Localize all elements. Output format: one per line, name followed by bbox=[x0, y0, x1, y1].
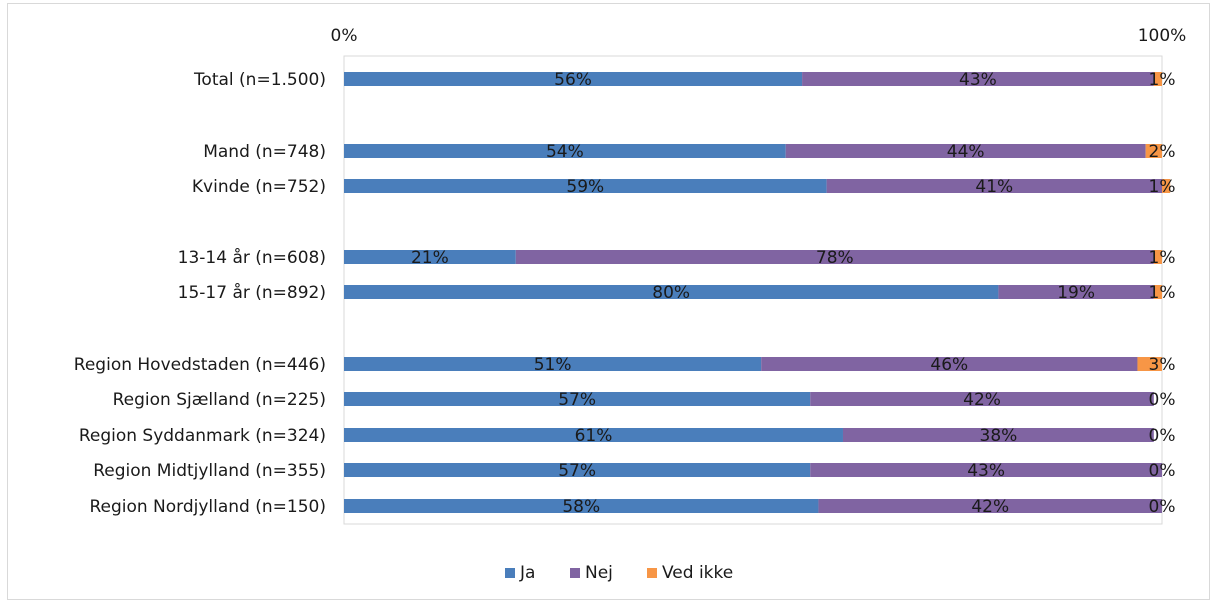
data-label: 41% bbox=[975, 177, 1013, 197]
data-label: 1% bbox=[1149, 283, 1176, 303]
bar-segment-nej bbox=[842, 428, 1154, 442]
data-label: 38% bbox=[980, 426, 1018, 446]
bar-segment-ja bbox=[344, 72, 803, 86]
data-label: 59% bbox=[566, 177, 604, 197]
bar-segment-ja bbox=[344, 499, 819, 513]
bar-segment-ja bbox=[344, 392, 811, 406]
bar-segment-ved-ikke bbox=[1153, 285, 1162, 299]
data-label: 78% bbox=[816, 248, 854, 268]
data-label: 57% bbox=[558, 390, 596, 410]
legend: Ja Nej Ved ikke bbox=[505, 563, 733, 583]
data-label: 0% bbox=[1149, 390, 1176, 410]
category-label: Total (n=1.500) bbox=[193, 70, 326, 90]
data-label: 44% bbox=[947, 142, 985, 162]
data-label: 0% bbox=[1149, 497, 1176, 517]
category-label: Region Hovedstaden (n=446) bbox=[74, 355, 326, 375]
axis-max-label: 100% bbox=[1138, 26, 1187, 46]
bar-segment-nej bbox=[810, 463, 1162, 477]
bar-segment-nej bbox=[810, 392, 1154, 406]
data-label: 54% bbox=[546, 142, 584, 162]
category-label: 13-14 år (n=608) bbox=[178, 247, 326, 268]
data-label: 1% bbox=[1149, 248, 1176, 268]
data-label: 42% bbox=[963, 390, 1001, 410]
category-label: Kvinde (n=752) bbox=[192, 177, 326, 197]
bar-segment-nej bbox=[802, 72, 1154, 86]
data-label: 43% bbox=[959, 70, 997, 90]
data-label: 1% bbox=[1149, 177, 1176, 197]
bar-segment-nej bbox=[761, 357, 1138, 371]
data-label: 21% bbox=[411, 248, 449, 268]
category-label: Mand (n=748) bbox=[203, 142, 326, 162]
legend-label: Ja bbox=[519, 563, 535, 583]
bar-segment-ved-ikke bbox=[1137, 357, 1162, 371]
axis-labels: 0% 100% bbox=[331, 26, 1187, 46]
legend-swatch bbox=[647, 568, 657, 578]
data-label: 43% bbox=[967, 461, 1005, 481]
bar-segment-nej bbox=[785, 144, 1146, 158]
bar-segment-nej bbox=[998, 285, 1154, 299]
data-label: 2% bbox=[1149, 142, 1176, 162]
bar-segment-ja bbox=[344, 285, 999, 299]
bar-segment-ja bbox=[344, 250, 516, 264]
data-label: 1% bbox=[1149, 70, 1176, 90]
bar-segment-nej bbox=[818, 499, 1162, 513]
bar-segment-ved-ikke bbox=[1153, 250, 1162, 264]
bar-segment-nej bbox=[826, 179, 1162, 193]
data-label: 58% bbox=[562, 497, 600, 517]
data-label: 0% bbox=[1149, 461, 1176, 481]
data-label: 80% bbox=[652, 283, 690, 303]
category-label: Region Nordjylland (n=150) bbox=[89, 497, 326, 517]
category-label: Region Sjælland (n=225) bbox=[113, 390, 326, 410]
data-label: 46% bbox=[930, 355, 968, 375]
data-label: 0% bbox=[1149, 426, 1176, 446]
axis-min-label: 0% bbox=[331, 26, 358, 46]
bar-segment-ja bbox=[344, 144, 786, 158]
data-label: 42% bbox=[971, 497, 1009, 517]
category-label: 15-17 år (n=892) bbox=[178, 282, 326, 303]
data-label: 19% bbox=[1057, 283, 1095, 303]
data-label: 61% bbox=[575, 426, 613, 446]
category-label: Region Syddanmark (n=324) bbox=[79, 426, 326, 446]
bars: Total (n=1.500) 56% 43% 1% Mand (n=748) 54% 44… bbox=[74, 70, 1176, 517]
bar-segment-ja bbox=[344, 428, 843, 442]
bar-segment-ved-ikke bbox=[1153, 72, 1162, 86]
data-label: 3% bbox=[1149, 355, 1176, 375]
legend-label: Ved ikke bbox=[662, 563, 733, 583]
bar-segment-nej bbox=[515, 250, 1154, 264]
data-label: 51% bbox=[534, 355, 572, 375]
data-label: 56% bbox=[554, 70, 592, 90]
legend-swatch bbox=[570, 568, 580, 578]
bar-segment-ja bbox=[344, 463, 811, 477]
bar-segment-ved-ikke bbox=[1162, 179, 1171, 193]
data-label: 57% bbox=[558, 461, 596, 481]
legend-swatch bbox=[505, 568, 515, 578]
bar-segment-ja bbox=[344, 357, 762, 371]
bar-segment-ja bbox=[344, 179, 827, 193]
category-label: Region Midtjylland (n=355) bbox=[93, 461, 326, 481]
legend-label: Nej bbox=[585, 563, 613, 583]
bar-segment-ved-ikke bbox=[1145, 144, 1162, 158]
